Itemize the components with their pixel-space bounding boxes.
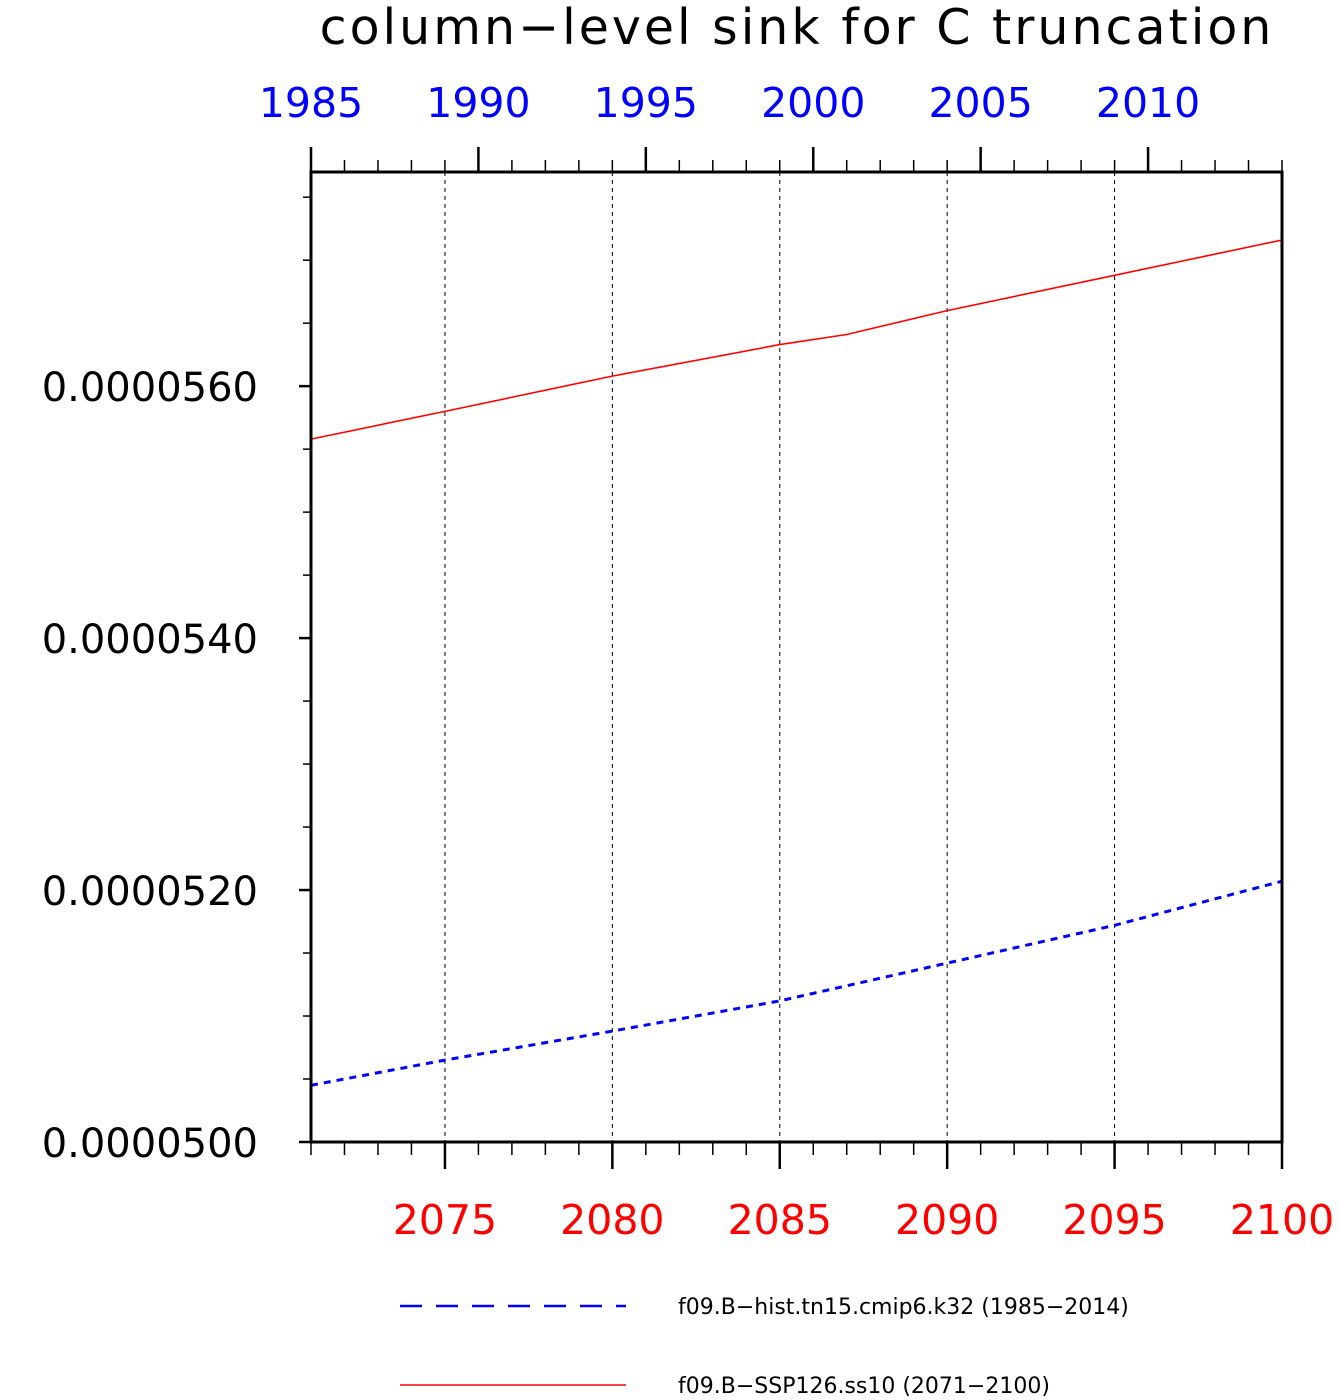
top-tick-label: 2010 <box>1096 79 1200 127</box>
y-tick-label: 0.0000500 <box>42 1121 258 1167</box>
legend: f09.B−hist.tn15.cmip6.k32 (1985−2014) f09… <box>400 1295 1129 1399</box>
bottom-tick-label: 2100 <box>1230 1196 1334 1244</box>
bottom-tick-label: 2075 <box>393 1196 497 1244</box>
bottom-tick-label: 2085 <box>728 1196 832 1244</box>
grid <box>444 172 1116 1142</box>
bottom-tick-label: 2095 <box>1062 1196 1166 1244</box>
y-tick-label: 0.0000560 <box>42 365 258 411</box>
axes: 0.0000500 0.0000520 0.0000540 0.0000560 1985… <box>42 79 1334 1244</box>
bottom-tick-label: 2080 <box>560 1196 664 1244</box>
series-layer <box>310 239 1283 1087</box>
top-tick-label: 1985 <box>259 79 363 127</box>
series-line <box>310 879 1283 1087</box>
series-line <box>310 239 1283 440</box>
plot-frame <box>309 170 1284 1144</box>
top-tick-label: 1990 <box>426 79 530 127</box>
bottom-tick-label: 2090 <box>895 1196 999 1244</box>
chart-title: column−level sink for C truncation <box>320 0 1275 56</box>
legend-label: f09.B−SSP126.ss10 (2071−2100) <box>678 1374 1050 1399</box>
top-tick-label: 1995 <box>594 79 698 127</box>
top-tick-label: 2005 <box>928 79 1032 127</box>
y-tick-label: 0.0000520 <box>42 869 258 915</box>
y-tick-label: 0.0000540 <box>42 617 258 663</box>
top-tick-label: 2000 <box>761 79 865 127</box>
legend-label: f09.B−hist.tn15.cmip6.k32 (1985−2014) <box>678 1295 1129 1320</box>
